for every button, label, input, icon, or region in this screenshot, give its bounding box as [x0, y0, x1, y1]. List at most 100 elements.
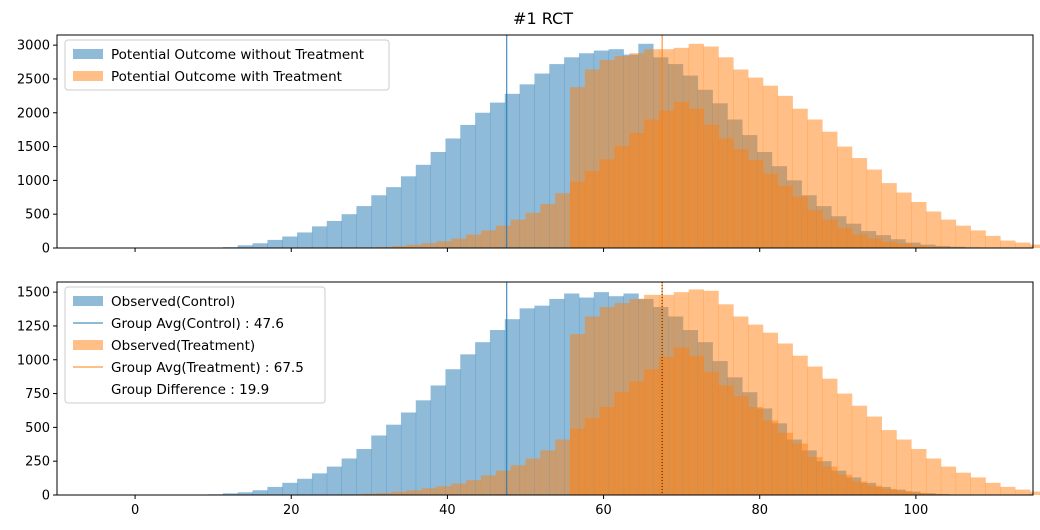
histogram-bar [406, 490, 423, 495]
histogram-bar [430, 385, 446, 495]
histogram-bar [777, 95, 793, 248]
bottom-histogram-panel: 0 250 500 750 1000 1250 1500 0 20 40 60 80 100 Observ… [17, 281, 1040, 518]
histogram-bar [267, 239, 283, 248]
histogram-bar [584, 316, 601, 495]
histogram-series-3 [569, 43, 1040, 249]
histogram-bar [297, 478, 313, 495]
histogram-bar [1000, 240, 1016, 248]
histogram-bar [421, 488, 437, 495]
histogram-bar [718, 304, 734, 495]
histogram-bar [659, 294, 675, 495]
histogram-bar [222, 493, 239, 495]
histogram-bar [599, 60, 615, 248]
histogram-bar [970, 477, 986, 495]
histogram-bar [748, 324, 764, 495]
histogram-bar [1029, 491, 1040, 495]
y-tick-label: 3000 [17, 39, 50, 54]
histogram-bar [282, 482, 298, 495]
histogram-bar [569, 87, 586, 248]
histogram-bar [356, 206, 372, 248]
histogram-bar [866, 169, 882, 248]
histogram-bar [792, 108, 808, 248]
histogram-bar [822, 131, 838, 248]
legend-swatch [73, 340, 103, 350]
histogram-bar [985, 482, 1001, 495]
histogram-bar [911, 449, 927, 495]
legend-label: Group Avg(Control) : 47.6 [111, 316, 284, 332]
histogram-bar [377, 492, 393, 495]
histogram-bar [451, 238, 467, 248]
histogram-bar [1029, 244, 1040, 248]
histogram-bar [525, 458, 541, 495]
histogram-bar [584, 69, 601, 249]
histogram-bar [629, 298, 645, 495]
histogram-bar [718, 57, 734, 249]
y-tick-label: 0 [42, 489, 50, 504]
histogram-bar [599, 307, 615, 495]
histogram-bar [644, 49, 660, 249]
histogram-bar [688, 289, 704, 495]
legend-swatch [73, 49, 103, 59]
histogram-bar [460, 354, 476, 495]
histogram-bar [282, 236, 298, 248]
legend-label: Observed(Treatment) [111, 338, 255, 354]
histogram-bar [475, 342, 491, 495]
legend-box [64, 286, 326, 404]
x-tick-label: 80 [751, 503, 768, 518]
histogram-bar [881, 430, 897, 495]
histogram-bar [525, 212, 541, 248]
histogram-bar [970, 230, 986, 248]
histogram-bar [400, 412, 417, 495]
histogram-bar [480, 475, 497, 495]
histogram-bar [881, 183, 897, 248]
legend-label: Potential Outcome without Treatment [111, 47, 364, 63]
histogram-bar [955, 225, 971, 248]
histogram-bar [510, 219, 526, 248]
histogram-bar [540, 450, 556, 495]
histogram-bar [985, 235, 1001, 248]
histogram-bar [489, 330, 506, 495]
x-tick-label: 20 [283, 503, 300, 518]
histogram-bar [629, 53, 645, 249]
histogram-bar [851, 158, 868, 248]
y-tick-label: 500 [25, 208, 50, 223]
histogram-bar [703, 290, 719, 495]
histogram-bar [252, 490, 268, 495]
y-tick-label: 250 [25, 455, 50, 470]
y-tick-label: 1000 [17, 174, 50, 189]
histogram-bar [940, 219, 957, 248]
y-tick-label: 1500 [17, 140, 50, 155]
histogram-bar [341, 214, 357, 248]
histogram-bar [519, 308, 535, 495]
legend: Observed(Control) Group Avg(Control) : 47… [64, 286, 326, 404]
histogram-bar [237, 492, 253, 495]
histogram-bar [659, 49, 675, 249]
histogram-bar [436, 486, 452, 495]
x-tick-label: 40 [439, 503, 456, 518]
histogram-bar [519, 84, 535, 248]
histogram-bar [436, 241, 452, 248]
histogram-bar [495, 470, 512, 495]
histogram-bar [421, 243, 437, 248]
histogram-bar [391, 491, 408, 495]
histogram-bar [748, 77, 764, 248]
histogram-bar [837, 146, 853, 248]
histogram-bar [896, 439, 912, 495]
histogram-bar [762, 332, 779, 495]
histogram-bar [480, 230, 497, 248]
histogram-bar [733, 316, 749, 495]
histogram-bar [703, 46, 719, 248]
histogram-bar [371, 195, 387, 248]
histogram-bar [762, 85, 779, 249]
histogram-bar [504, 93, 521, 248]
histogram-bar [267, 486, 283, 495]
histogram-bar [896, 192, 912, 248]
histogram-bar [386, 424, 402, 495]
histogram-bar [297, 232, 313, 248]
histogram-bar [822, 378, 838, 495]
histogram-bar [777, 343, 793, 495]
histogram-bar [489, 102, 506, 249]
histogram-bar [1015, 242, 1031, 248]
y-tick-label: 2000 [17, 106, 50, 121]
axes-frame [56, 281, 1034, 496]
